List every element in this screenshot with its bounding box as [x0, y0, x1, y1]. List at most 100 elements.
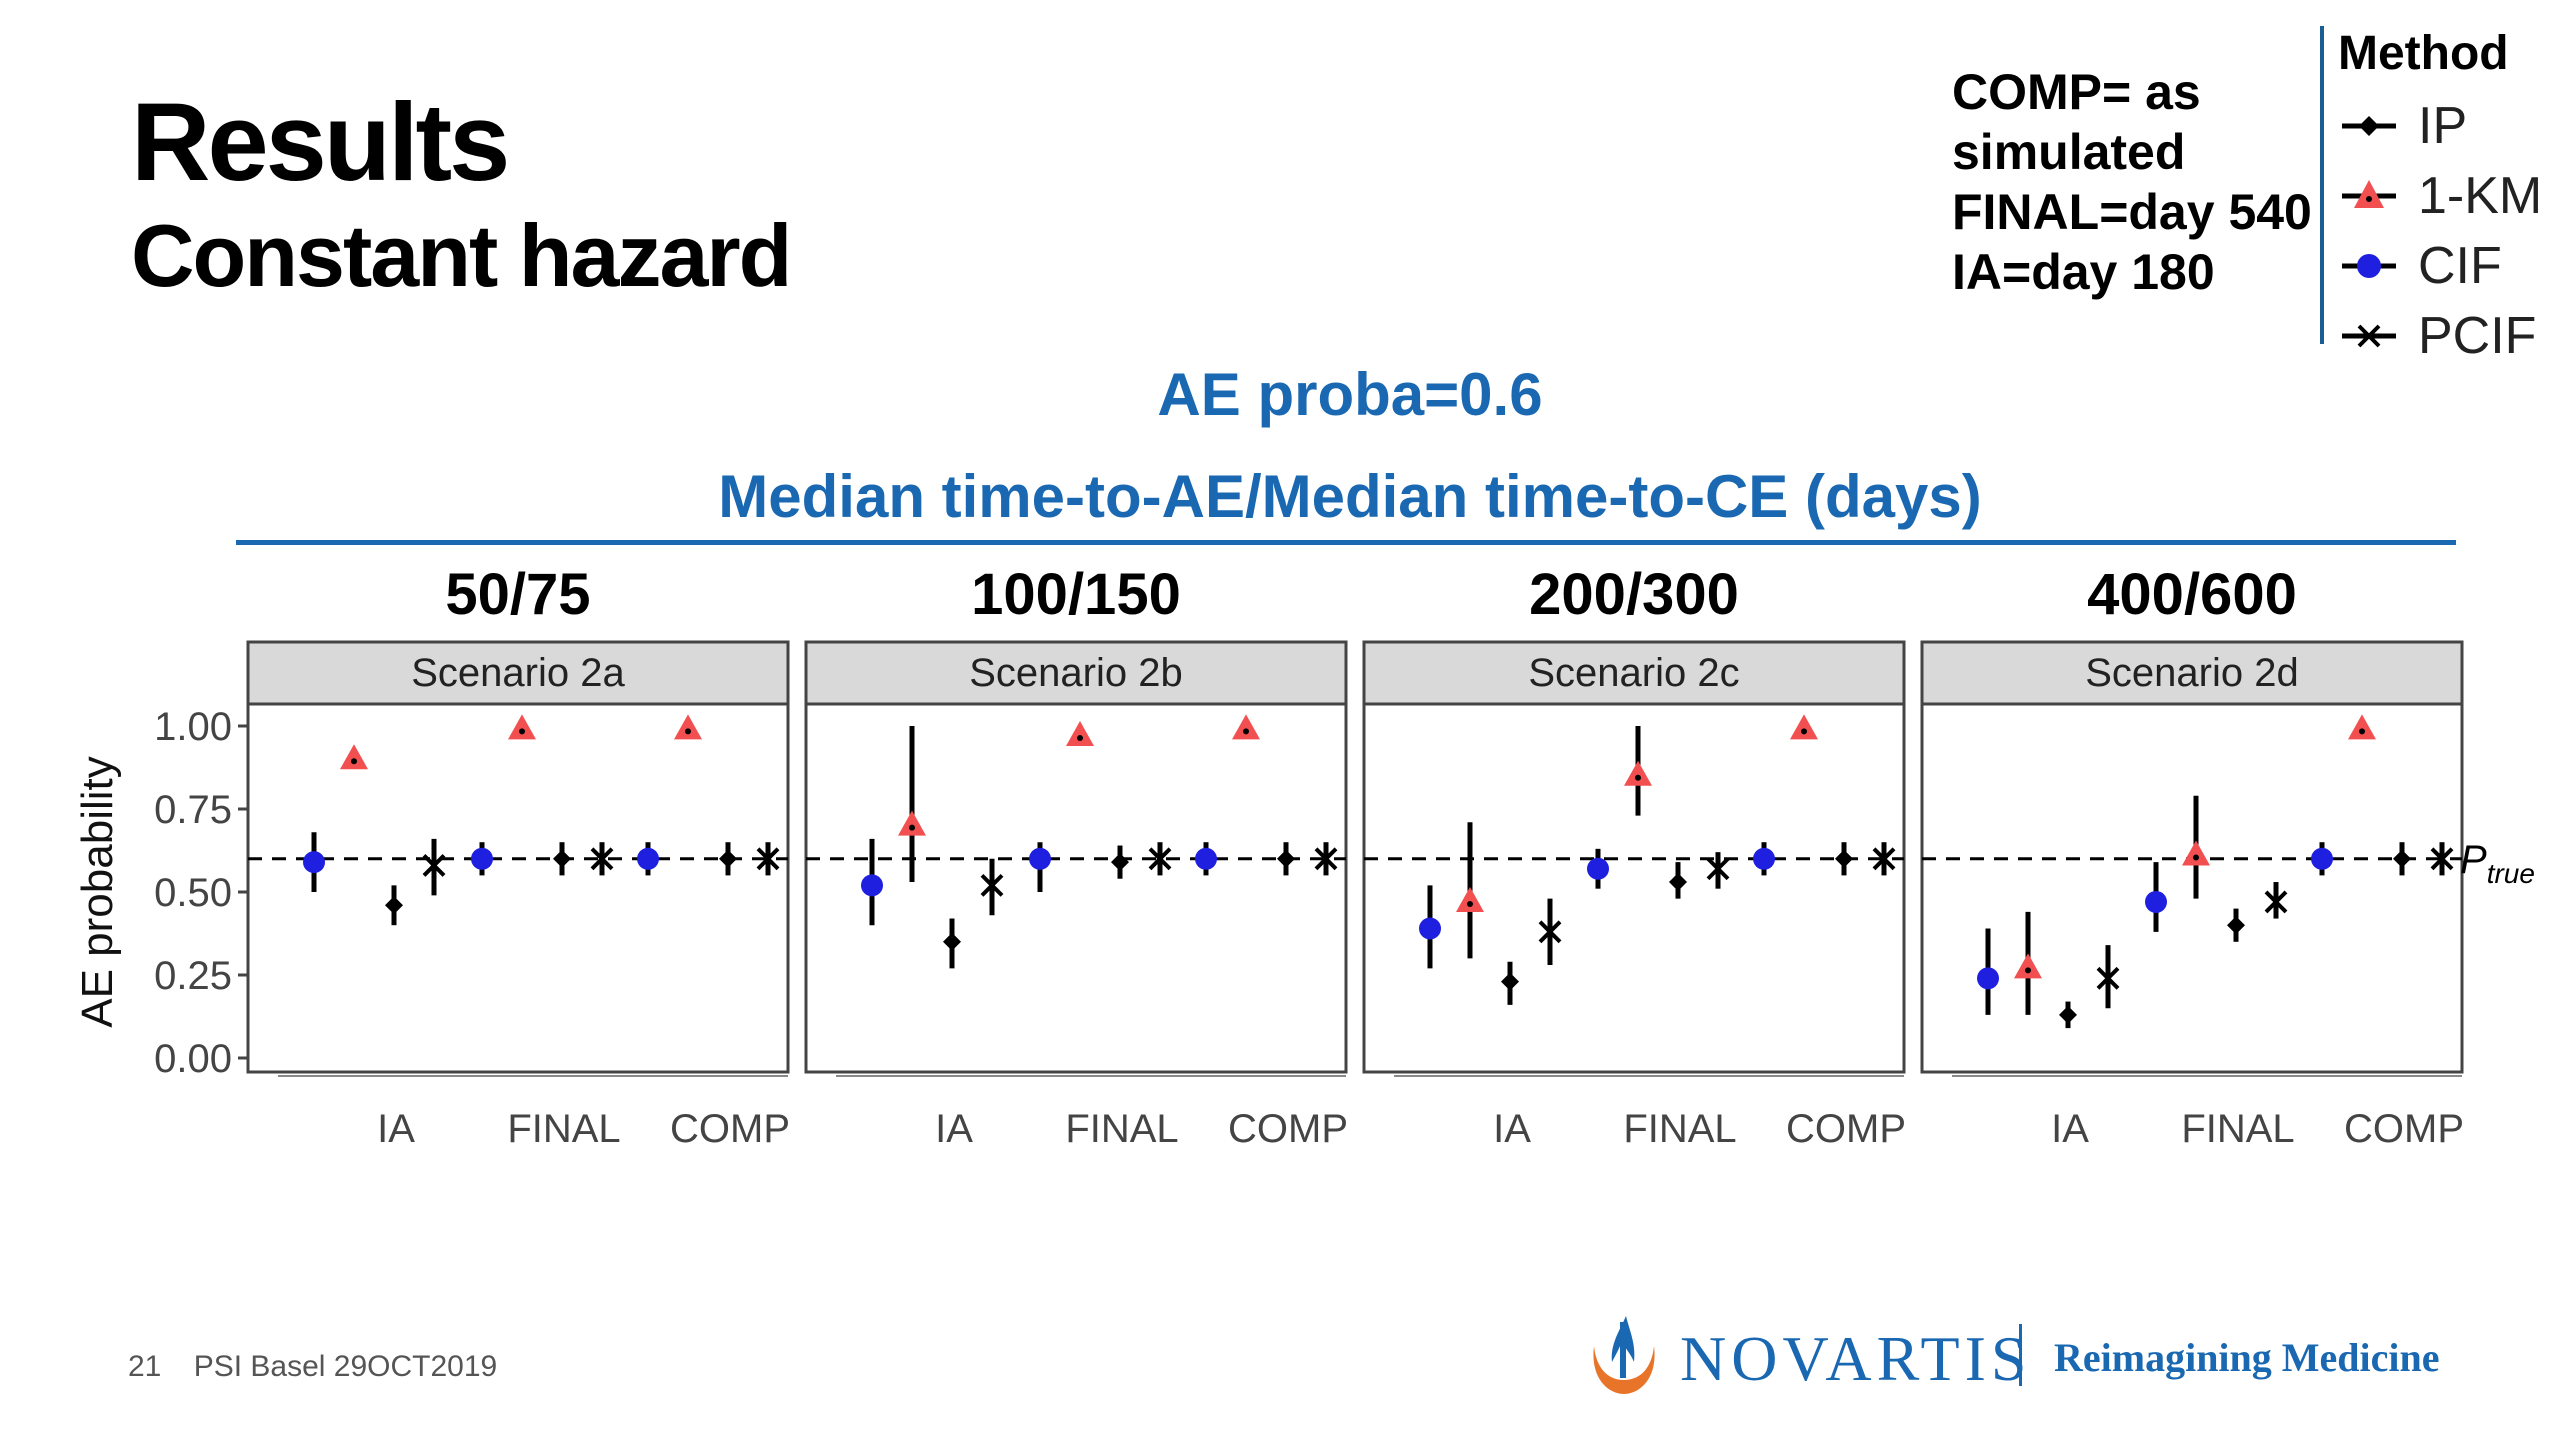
slide-title: Results — [131, 81, 510, 204]
km-point — [2014, 953, 2042, 979]
legend-item-1km: 1-KM — [2334, 166, 2560, 228]
cif-point — [303, 851, 325, 874]
km-point-center — [2025, 967, 2031, 974]
km-point-center — [1243, 728, 1249, 735]
pcif-point — [590, 847, 614, 871]
cif-point — [1753, 847, 1775, 870]
cif-point — [1977, 967, 1999, 990]
cif-point — [1195, 847, 1217, 870]
facet-strip — [804, 640, 1348, 706]
x-tick-label: COMP — [670, 1107, 790, 1151]
km-point-center — [2193, 854, 2199, 861]
cif-point — [471, 847, 493, 870]
x-tick-label: IA — [1493, 1107, 1531, 1151]
ip-point — [2227, 916, 2245, 935]
km-point-center — [1077, 734, 1083, 741]
pcif-point — [980, 873, 1004, 897]
facet-panel — [804, 702, 1348, 1074]
y-tick-label: 0.25 — [154, 954, 232, 998]
ip-point — [1835, 849, 1853, 868]
legend-label: PCIF — [2418, 307, 2537, 365]
km-point-center — [1467, 900, 1473, 907]
km-point — [1232, 714, 1260, 740]
km-point — [1066, 720, 1094, 746]
note-line: simulated — [1952, 124, 2186, 180]
y-axis-label: AE probability — [73, 756, 122, 1027]
x-tick-label: FINAL — [1065, 1107, 1178, 1151]
km-point — [1624, 760, 1652, 786]
x-tick-label: FINAL — [507, 1107, 620, 1151]
legend-item-pcif: PCIF — [2334, 306, 2560, 368]
km-point-center — [519, 728, 525, 735]
facet-strip — [1920, 640, 2464, 706]
triangle-icon — [2342, 180, 2396, 208]
pcif-point — [756, 847, 780, 871]
p-true-label: Ptrue — [2460, 838, 2535, 889]
y-tick-label: 0.00 — [154, 1037, 232, 1081]
circle-icon — [2342, 254, 2396, 278]
pcif-point — [1314, 847, 1338, 871]
ip-point — [1501, 972, 1519, 991]
facet-panel — [1920, 702, 2464, 1074]
km-point — [898, 810, 926, 836]
ip-point — [719, 849, 737, 868]
km-point — [1790, 714, 1818, 740]
ip-point — [2393, 849, 2411, 868]
legend-item-cif: CIF — [2334, 236, 2560, 298]
legend-label: CIF — [2418, 237, 2502, 295]
ip-point — [943, 932, 961, 951]
novartis-brand: NOVARTIS Reimagining Medicine — [1582, 1310, 2482, 1400]
brand-wordmark: NOVARTIS — [1680, 1323, 2032, 1394]
facet-strip-label: Scenario 2a — [411, 651, 625, 695]
cif-point — [1029, 847, 1051, 870]
slide-footer: 21 PSI Basel 29OCT2019 — [128, 1350, 497, 1384]
facet-panel — [246, 702, 790, 1074]
facet-group-label: 50/75 — [445, 562, 590, 627]
novartis-logo-icon — [1593, 1316, 1655, 1394]
cif-point — [2311, 847, 2333, 870]
brand-tagline: Reimagining Medicine — [2054, 1335, 2440, 1380]
facet-strip-label: Scenario 2b — [969, 651, 1182, 695]
facet-panel — [1362, 702, 1906, 1074]
faceted-point-range-chart: AE probability 0.00 0.25 0.50 0.75 1.00 50/75 S… — [73, 562, 2535, 1151]
simulation-notes: COMP= as simulated FINAL=day 540 IA=day … — [1952, 62, 2312, 302]
x-tick-label: COMP — [1786, 1107, 1906, 1151]
x-tick-label: IA — [377, 1107, 415, 1151]
legend-label: IP — [2418, 97, 2468, 155]
asterisk-icon — [2342, 324, 2396, 348]
facet-strip — [1362, 640, 1906, 706]
km-point-center — [1801, 728, 1807, 735]
p-true-subscript: true — [2487, 858, 2535, 889]
km-point — [2348, 714, 2376, 740]
km-point — [508, 714, 536, 740]
km-point — [1456, 886, 1484, 912]
x-tick-label: IA — [2051, 1107, 2089, 1151]
pcif-point — [1148, 847, 1172, 871]
km-point-center — [1635, 774, 1641, 781]
km-point-center — [909, 824, 915, 831]
legend-title: Method — [2338, 27, 2509, 80]
x-tick-label: FINAL — [1623, 1107, 1736, 1151]
y-tick-label: 1.00 — [154, 705, 232, 749]
km-point — [674, 714, 702, 740]
cif-point — [637, 847, 659, 870]
brand-separator — [2019, 1324, 2022, 1386]
km-point — [2182, 840, 2210, 866]
pcif-point — [422, 854, 446, 877]
facet-group-label: 200/300 — [1529, 562, 1739, 627]
km-point-center — [2359, 728, 2365, 735]
ip-point — [1277, 849, 1295, 868]
note-line: IA=day 180 — [1952, 244, 2215, 300]
ip-point — [1111, 853, 1129, 872]
facet-strip-label: Scenario 2c — [1528, 651, 1739, 695]
x-tick-label: FINAL — [2181, 1107, 2294, 1151]
facet-strip — [246, 640, 790, 706]
note-line: FINAL=day 540 — [1952, 184, 2312, 240]
pcif-point — [2096, 966, 2120, 990]
chart-header-proba: AE proba=0.6 — [1157, 361, 1543, 428]
km-point-center — [685, 728, 691, 735]
method-legend: Method IP 1-KM CIF PCIF — [2320, 26, 2560, 365]
diamond-icon — [2342, 116, 2396, 136]
x-tick-label: IA — [935, 1107, 973, 1151]
note-line: COMP= as — [1952, 64, 2201, 120]
